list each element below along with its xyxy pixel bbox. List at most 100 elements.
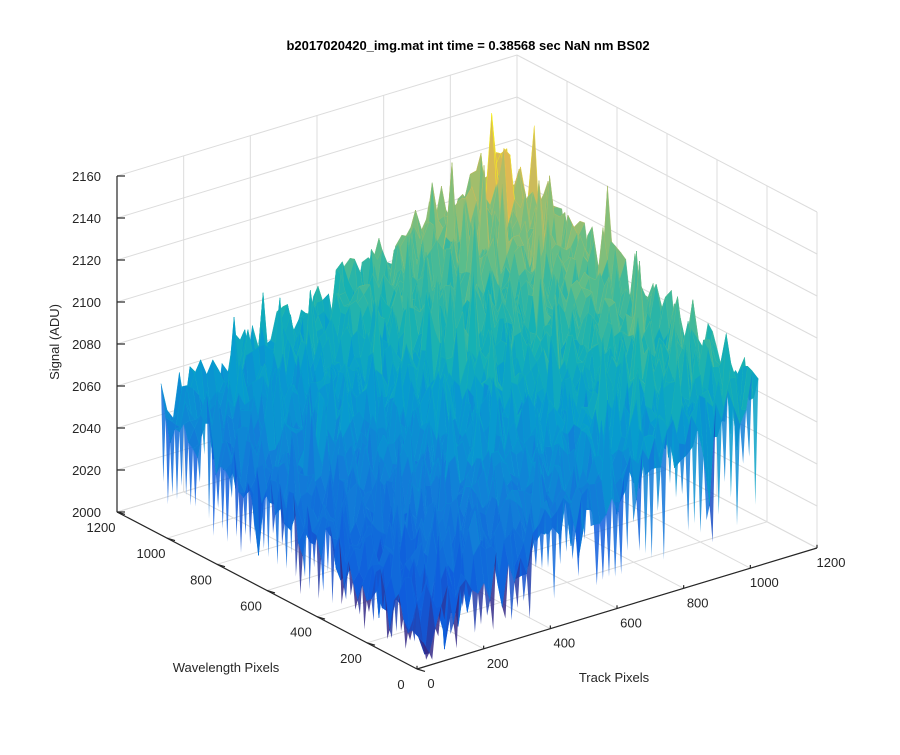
surface-skirt [275, 483, 280, 565]
surface-skirt [197, 426, 203, 483]
surface-skirt [538, 509, 545, 569]
wall-grid-line [116, 138, 518, 261]
x-tick-label: 400 [553, 636, 575, 651]
surface-skirt [660, 430, 667, 560]
surface-skirt [371, 572, 376, 622]
tick-labels: 0 200 400 600 800 1000 1200 0 200 400 600 800 1000 12… [72, 169, 845, 692]
chart-title: b2017020420_img.mat int time = 0.38568 s… [286, 38, 649, 53]
surface-skirt [174, 428, 180, 500]
z-tick-label: 2060 [72, 379, 101, 394]
surface-skirt [298, 542, 303, 595]
surface-skirt [225, 470, 230, 542]
surface-skirt [243, 482, 248, 536]
surface-skirt [193, 449, 198, 507]
surface-skirt [307, 505, 312, 590]
surface-skirt [691, 415, 698, 524]
surface-skirt [459, 579, 466, 607]
x-axis-label: Track Pixels [579, 670, 650, 685]
surface-skirt [247, 482, 253, 545]
surface-skirt [220, 466, 225, 529]
y-tick [266, 589, 276, 594]
x-tick-label: 200 [487, 656, 509, 671]
surface-skirt [666, 419, 673, 484]
surface-skirt [362, 584, 367, 630]
surface-skirt [183, 423, 189, 496]
surface-skirt [380, 568, 385, 611]
surface-skirt [389, 600, 395, 639]
surface-skirt [357, 584, 363, 615]
surface-skirt [532, 524, 539, 568]
surface-skirt [642, 448, 649, 554]
surface-skirt [484, 582, 491, 616]
surface-skirt [289, 491, 294, 554]
z-tick-label: 2100 [72, 295, 101, 310]
y-tick-label: 1200 [87, 520, 116, 535]
surface-skirt [229, 449, 235, 498]
surface-skirt [385, 591, 390, 640]
surface-skirt [311, 531, 317, 568]
x-tick-label: 800 [687, 595, 709, 610]
surface-skirt [508, 563, 515, 621]
surface-skirt [417, 600, 424, 642]
surface-skirt [502, 563, 509, 619]
surface [160, 113, 759, 660]
z-tick-label: 2020 [72, 463, 101, 478]
z-tick-label: 2120 [72, 253, 101, 268]
z-tick-label: 2160 [72, 169, 101, 184]
surface-skirt [343, 560, 349, 600]
surface-skirt [471, 589, 478, 633]
y-tick-label: 400 [290, 625, 312, 640]
y-tick [416, 668, 426, 672]
surface-skirt [238, 492, 244, 553]
surface-skirt [441, 585, 448, 620]
x-tick-label: 0 [427, 676, 434, 691]
surface-skirt [746, 370, 753, 457]
surface-skirt [734, 407, 740, 526]
x-tick-label: 600 [620, 616, 642, 631]
surface-skirt [709, 403, 716, 543]
x-tick-label: 1000 [750, 575, 779, 590]
z-tick-label: 2040 [72, 421, 101, 436]
surface-skirt [165, 417, 171, 505]
surface-skirt [727, 389, 734, 498]
wall-grid-line [116, 54, 518, 177]
y-tick-label: 800 [190, 572, 212, 587]
x-tick-label: 1200 [817, 555, 846, 570]
surface-skirt [398, 594, 404, 632]
surface-skirt [339, 536, 344, 605]
surface-skirt [526, 533, 533, 619]
surface-skirt [679, 443, 686, 495]
surface-skirt [234, 449, 239, 537]
surface-skirt [407, 630, 413, 641]
surface-skirt [284, 491, 289, 569]
surface-skirt [266, 479, 271, 558]
surface-skirt [557, 498, 564, 565]
surface-skirt [703, 456, 710, 521]
wall-grid-line [516, 180, 818, 339]
surface-skirt [520, 557, 527, 601]
surface-skirt [715, 403, 722, 515]
surface-skirt [279, 483, 285, 545]
surface-skirt [375, 568, 381, 590]
wall-grid-line [516, 96, 818, 255]
surface-skirt [334, 536, 340, 565]
surface-skirt [569, 503, 576, 560]
y-tick [316, 616, 326, 620]
y-tick [166, 537, 176, 542]
y-tick-label: 1000 [137, 546, 166, 561]
surface-skirt [563, 498, 570, 552]
surface-skirt [257, 467, 262, 536]
surface-skirt [321, 528, 326, 592]
surface-skirt [654, 437, 661, 512]
surface-skirt [752, 370, 759, 505]
surface-skirt [612, 498, 619, 577]
surface-skirt [599, 514, 606, 580]
surface-skirt [685, 415, 692, 531]
surface-skirt [740, 410, 747, 464]
surface-skirt [648, 437, 655, 558]
surface-skirt [496, 552, 503, 608]
surface-skirt [353, 582, 358, 610]
surface-skirt [202, 392, 207, 455]
surface-skirt [252, 467, 257, 533]
